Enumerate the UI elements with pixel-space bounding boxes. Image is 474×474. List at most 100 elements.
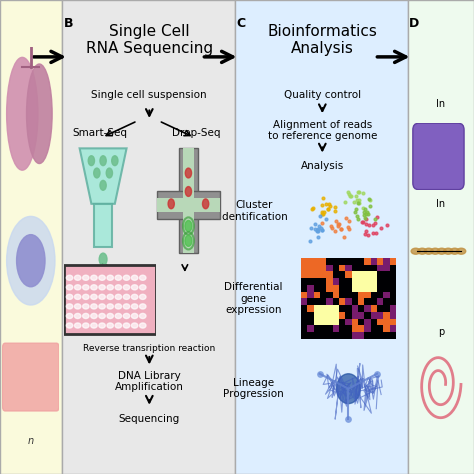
Circle shape bbox=[168, 199, 174, 209]
Circle shape bbox=[185, 168, 191, 178]
Circle shape bbox=[82, 275, 89, 280]
Circle shape bbox=[115, 304, 121, 309]
Circle shape bbox=[99, 253, 107, 265]
Circle shape bbox=[82, 285, 89, 290]
Circle shape bbox=[131, 304, 138, 309]
Point bbox=[354, 212, 361, 219]
Circle shape bbox=[123, 323, 130, 328]
Circle shape bbox=[66, 323, 73, 328]
Circle shape bbox=[99, 323, 105, 328]
Point bbox=[320, 208, 328, 216]
Circle shape bbox=[88, 156, 94, 165]
Point bbox=[361, 206, 369, 213]
Point bbox=[315, 228, 322, 235]
Circle shape bbox=[100, 156, 106, 165]
Circle shape bbox=[131, 294, 138, 300]
Point bbox=[318, 210, 325, 218]
Ellipse shape bbox=[337, 374, 360, 404]
Text: D: D bbox=[409, 17, 419, 29]
Circle shape bbox=[411, 248, 420, 254]
Point bbox=[362, 227, 370, 234]
Point bbox=[358, 218, 365, 226]
Circle shape bbox=[107, 313, 113, 319]
Circle shape bbox=[202, 199, 209, 209]
Circle shape bbox=[131, 313, 138, 319]
Circle shape bbox=[82, 313, 89, 319]
Point bbox=[353, 196, 361, 203]
Point bbox=[314, 225, 321, 232]
Text: Single cell suspension: Single cell suspension bbox=[91, 90, 207, 100]
Point bbox=[331, 203, 339, 211]
Ellipse shape bbox=[7, 57, 38, 170]
Circle shape bbox=[82, 294, 89, 300]
FancyBboxPatch shape bbox=[413, 123, 464, 190]
Text: DNA Library
Amplification: DNA Library Amplification bbox=[115, 371, 184, 392]
Point bbox=[340, 234, 348, 241]
Circle shape bbox=[99, 313, 105, 319]
Circle shape bbox=[107, 304, 113, 309]
Point bbox=[332, 218, 339, 225]
Circle shape bbox=[185, 187, 191, 196]
Point bbox=[334, 222, 341, 229]
Circle shape bbox=[115, 323, 121, 328]
Circle shape bbox=[99, 275, 105, 280]
Circle shape bbox=[91, 304, 97, 309]
Circle shape bbox=[115, 313, 121, 319]
Circle shape bbox=[74, 313, 81, 319]
Point bbox=[372, 219, 379, 227]
Point bbox=[351, 208, 358, 216]
FancyBboxPatch shape bbox=[64, 265, 156, 334]
Text: Cluster
identification: Cluster identification bbox=[219, 200, 288, 222]
Text: In: In bbox=[436, 99, 446, 109]
Circle shape bbox=[418, 248, 427, 254]
Point bbox=[371, 215, 379, 222]
Point bbox=[352, 206, 360, 213]
Point bbox=[356, 188, 363, 196]
Point bbox=[361, 230, 369, 237]
Point bbox=[342, 214, 349, 221]
Text: Lineage
Progression: Lineage Progression bbox=[223, 378, 284, 400]
Circle shape bbox=[115, 294, 121, 300]
Circle shape bbox=[115, 275, 121, 280]
Point bbox=[314, 233, 321, 240]
Point bbox=[325, 205, 332, 213]
Point bbox=[311, 220, 319, 228]
Text: Reverse transription reaction: Reverse transription reaction bbox=[83, 344, 216, 353]
Point bbox=[344, 189, 352, 196]
FancyBboxPatch shape bbox=[183, 148, 194, 253]
Point bbox=[362, 215, 369, 222]
Point bbox=[365, 231, 372, 239]
Point bbox=[328, 224, 336, 232]
Circle shape bbox=[107, 294, 113, 300]
Ellipse shape bbox=[27, 64, 52, 164]
Circle shape bbox=[99, 304, 105, 309]
Circle shape bbox=[115, 285, 121, 290]
Point bbox=[331, 227, 338, 235]
Point bbox=[383, 221, 391, 228]
Circle shape bbox=[66, 275, 73, 280]
Circle shape bbox=[139, 294, 146, 300]
FancyBboxPatch shape bbox=[62, 0, 235, 474]
Circle shape bbox=[74, 304, 81, 309]
Point bbox=[331, 207, 338, 215]
Point bbox=[326, 202, 334, 210]
Circle shape bbox=[450, 248, 459, 254]
Point bbox=[344, 224, 352, 231]
Text: B: B bbox=[64, 17, 73, 29]
Polygon shape bbox=[80, 148, 127, 204]
Text: Bioinformatics
Analysis: Bioinformatics Analysis bbox=[267, 24, 377, 56]
Point bbox=[318, 219, 325, 227]
Circle shape bbox=[66, 313, 73, 319]
Point bbox=[346, 192, 354, 200]
Point bbox=[359, 189, 366, 196]
Point bbox=[369, 221, 376, 229]
Point bbox=[378, 224, 385, 232]
Point bbox=[354, 188, 362, 196]
Point bbox=[346, 225, 353, 233]
Point bbox=[347, 192, 355, 200]
Circle shape bbox=[94, 168, 100, 178]
Text: Alignment of reads
to reference genome: Alignment of reads to reference genome bbox=[268, 119, 377, 141]
Text: Analysis: Analysis bbox=[301, 161, 344, 171]
Circle shape bbox=[107, 285, 113, 290]
Point bbox=[345, 191, 353, 198]
